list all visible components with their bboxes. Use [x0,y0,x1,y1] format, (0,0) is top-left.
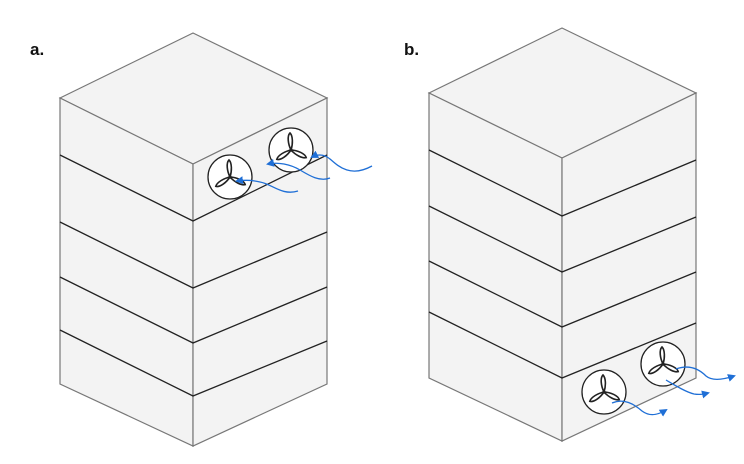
building-b-floor-lines [428,149,697,379]
building-a-fan-2 [268,127,314,173]
building-a-airflow-arrows [235,150,373,193]
panel-b-label: b. [404,40,420,59]
building-a-floor-lines [59,154,328,397]
building-b-fan-2 [640,341,686,387]
building-b-fan-1 [581,369,627,415]
building-a-fan-1 [207,154,253,200]
panel-a-label: a. [30,40,45,59]
building-b [427,27,736,442]
building-b-airflow-arrows [611,366,736,417]
building-a [58,32,373,447]
